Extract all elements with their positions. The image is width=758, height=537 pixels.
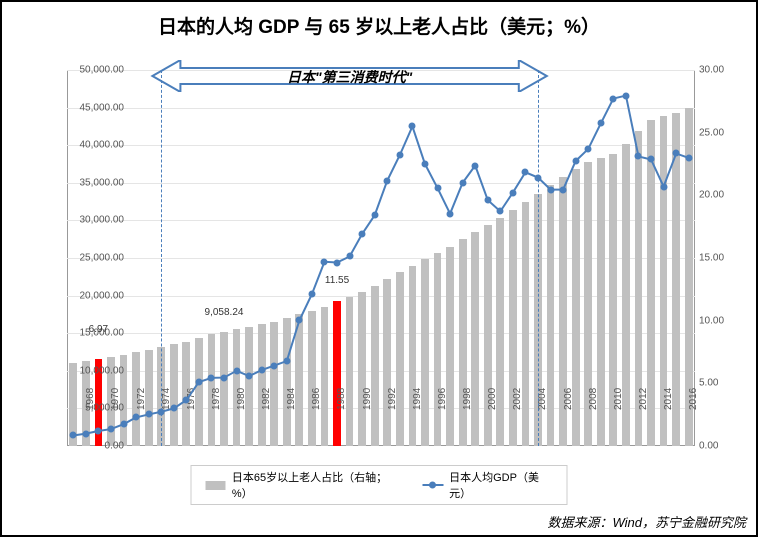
line-marker <box>685 154 692 161</box>
line-marker <box>560 186 567 193</box>
line-marker <box>296 317 303 324</box>
line-marker <box>359 230 366 237</box>
chart-title: 日本的人均 GDP 与 65 岁以上老人占比（美元；%） <box>2 2 756 43</box>
line-marker <box>208 374 215 381</box>
line-marker <box>70 432 77 439</box>
ytick-right: 10.00 <box>699 315 724 326</box>
line-marker <box>258 367 265 374</box>
plot-area: 日本"第三消费时代" 6.97 9,058.24 11.55 <box>67 70 695 446</box>
line-marker <box>421 161 428 168</box>
ytick-right: 15.00 <box>699 253 724 264</box>
line-marker <box>271 362 278 369</box>
legend-line-label: 日本人均GDP（美元） <box>449 469 552 501</box>
line-marker <box>283 358 290 365</box>
line-marker <box>371 212 378 219</box>
line-marker <box>635 153 642 160</box>
line-marker <box>447 210 454 217</box>
line-marker <box>572 157 579 164</box>
line-marker <box>346 253 353 260</box>
line-marker <box>434 185 441 192</box>
line-marker <box>509 189 516 196</box>
ytick-right: 25.00 <box>699 127 724 138</box>
line-marker <box>120 421 127 428</box>
line-marker <box>547 186 554 193</box>
line-marker <box>145 411 152 418</box>
ytick-right: 0.00 <box>699 441 718 452</box>
line-marker <box>585 145 592 152</box>
legend: 日本65岁以上老人占比（右轴；%） 日本人均GDP（美元） <box>191 465 568 505</box>
line-marker <box>221 374 228 381</box>
line-marker <box>660 183 667 190</box>
ytick-right: 20.00 <box>699 190 724 201</box>
line-marker <box>673 150 680 157</box>
legend-bar-label: 日本65岁以上老人占比（右轴；%） <box>232 469 395 501</box>
line-marker <box>648 156 655 163</box>
legend-line-item: 日本人均GDP（美元） <box>423 469 553 501</box>
line-marker <box>396 151 403 158</box>
line-marker <box>82 430 89 437</box>
line-marker <box>610 95 617 102</box>
line-marker <box>497 208 504 215</box>
line-marker <box>233 367 240 374</box>
line-marker <box>308 291 315 298</box>
line-marker <box>195 379 202 386</box>
line-marker <box>170 405 177 412</box>
ytick-right: 5.00 <box>699 378 718 389</box>
data-label: 9,058.24 <box>205 307 244 318</box>
line-marker <box>133 414 140 421</box>
data-label: 6.97 <box>89 324 108 335</box>
legend-bar-swatch <box>206 481 226 490</box>
line-marker <box>384 177 391 184</box>
source-label: 数据来源：Wind，苏宁金融研究院 <box>547 512 746 531</box>
line-marker <box>158 408 165 415</box>
era-label: 日本"第三消费时代" <box>287 67 412 87</box>
line-marker <box>246 373 253 380</box>
line-marker <box>522 169 529 176</box>
line-marker <box>535 174 542 181</box>
ytick-right: 30.00 <box>699 65 724 76</box>
line-marker <box>472 162 479 169</box>
line-marker <box>409 123 416 130</box>
line-marker <box>484 197 491 204</box>
line-marker <box>107 426 114 433</box>
legend-bar-item: 日本65岁以上老人占比（右轴；%） <box>206 469 395 501</box>
line-marker <box>95 427 102 434</box>
line-marker <box>597 120 604 127</box>
legend-line-swatch <box>423 484 443 486</box>
line-marker <box>459 179 466 186</box>
line-marker <box>622 92 629 99</box>
line-marker <box>183 397 190 404</box>
chart-container: 日本的人均 GDP 与 65 岁以上老人占比（美元；%） 日本"第三消费时代" … <box>0 0 758 537</box>
line-marker <box>321 258 328 265</box>
line-marker <box>334 259 341 266</box>
data-label: 11.55 <box>325 275 349 286</box>
